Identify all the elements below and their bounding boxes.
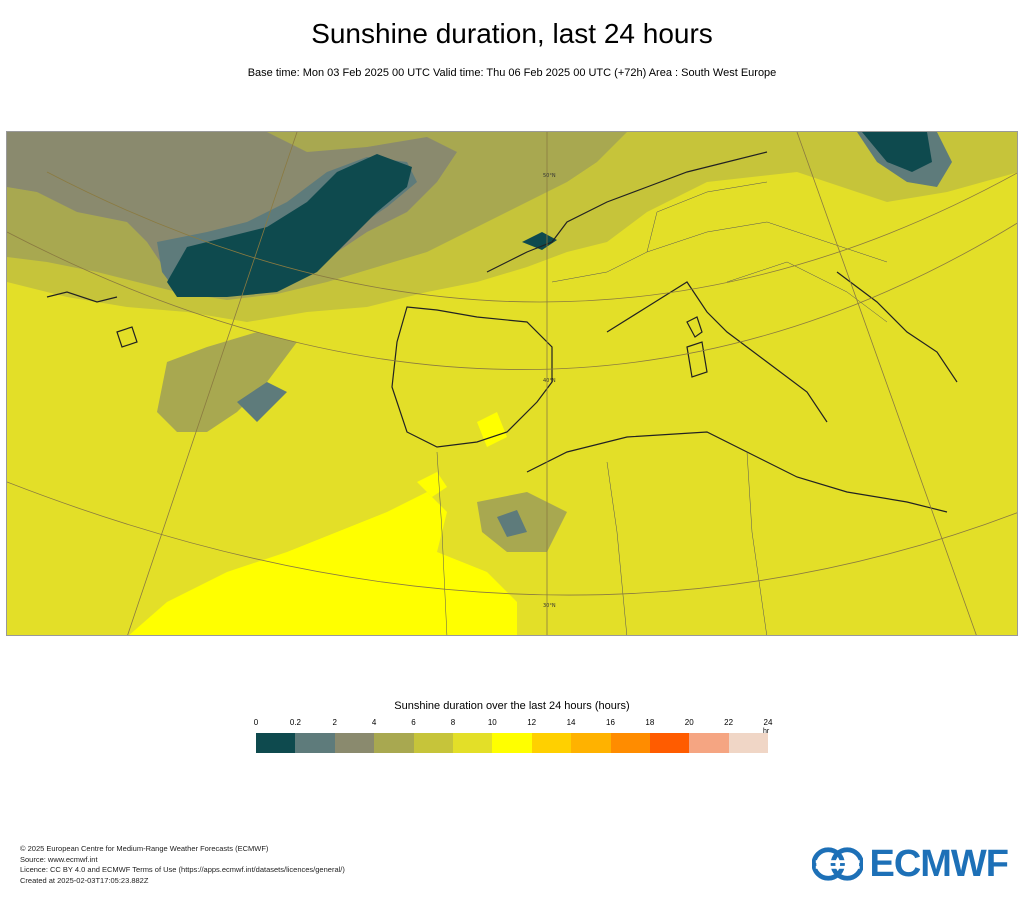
graticule [7,132,1017,635]
legend-color-box [571,733,611,753]
ecmwf-logo-icon [812,847,864,881]
legend-ticks: 0 0.2 2 4 6 8 10 12 14 16 18 20 22 24 [253,718,776,734]
atlantic-streak [157,332,297,432]
cloud-core-biscay [522,232,557,250]
legend-tick-label: 0 [253,718,259,727]
iberia-sunny-patch-2 [477,412,507,447]
legend-color-box [334,733,375,753]
legend-title: Sunshine duration over the last 24 hours… [394,700,630,712]
legend-color-box [374,733,414,753]
legend-tick-label: 18 [645,718,655,727]
chart-subtitle: Base time: Mon 03 Feb 2025 00 UTC Valid … [247,67,777,79]
legend-tick-label: 2 [332,718,337,727]
legend-color-box [256,733,296,753]
legend-tick-label: 14 [566,718,576,727]
lat-label-50n: 50°N [543,173,556,179]
cloud-ne-core [862,132,932,172]
country-borders [436,181,888,635]
footer-copyright: © 2025 European Centre for Medium-Range … [20,844,269,853]
legend-color-box [728,733,769,753]
legend-color-box [610,733,650,753]
legend-color-box [295,733,335,753]
footer: © 2025 European Centre for Medium-Range … [20,844,345,886]
legend-color-box [492,733,532,753]
legend-unit: hr [763,728,770,735]
sahara-sunny-area [129,492,517,635]
legend-tick-label: 24 [763,718,773,727]
ecmwf-logo: ECMWF [812,842,1009,885]
legend-colorbar [256,733,769,753]
ecmwf-logo-text: ECMWF [869,842,1009,885]
legend-tick-label: 8 [450,718,456,727]
lat-label-30n: 30°N [543,603,556,609]
legend-tick-label: 20 [684,718,694,727]
legend-color-box [649,733,690,753]
legend-color-box [452,733,493,753]
legend-tick-label: 4 [371,718,377,727]
legend-tick-label: 10 [487,718,497,727]
morocco-cloud-core [497,510,527,537]
atlantic-streak-core [237,382,287,422]
legend-color-box [689,733,729,753]
lat-label-40n: 40°N [543,378,556,384]
footer-created: Created at 2025-02-03T17:05:23.882Z [20,875,149,885]
legend-tick-label: 22 [724,718,734,727]
footer-licence: Licence: CC BY 4.0 and ECMWF Terms of Us… [20,865,345,874]
legend-color-box [531,733,572,753]
coastlines [46,151,958,513]
legend-tick-label: 0.2 [289,718,301,727]
sunshine-map: 50°N 40°N 30°N [7,132,1017,635]
footer-source: Source: www.ecmwf.int [20,854,98,864]
chart-title: Sunshine duration, last 24 hours [311,18,713,49]
legend-tick-label: 16 [606,718,615,727]
cloud-core-0-02 [167,154,412,297]
legend-color-box [413,733,453,753]
legend-tick-label: 12 [527,718,537,727]
legend-tick-label: 6 [411,718,416,727]
map-panel: 50°N 40°N 30°N [6,131,1018,636]
